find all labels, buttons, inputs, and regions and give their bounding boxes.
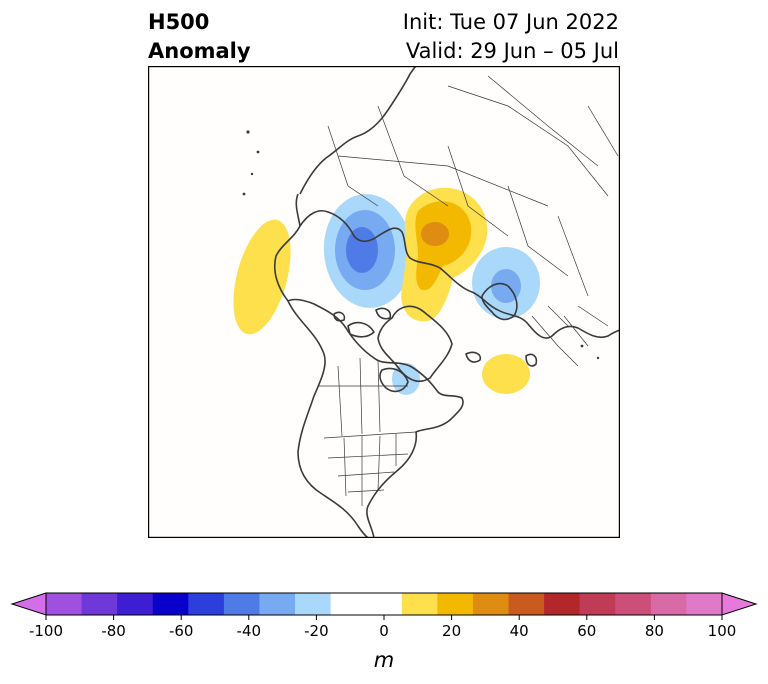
colorbar-cell [223, 593, 260, 615]
negative-anomaly-europe-core [491, 269, 521, 303]
colorbar-cell [152, 593, 189, 615]
arctic-islands [333, 307, 392, 338]
colorbar-cell [188, 593, 225, 615]
colorbar-cell [686, 593, 723, 615]
europe-borders [531, 305, 609, 367]
coastlines [273, 66, 620, 538]
colorbar-unit-label: m [374, 648, 394, 672]
eurasia-coast [299, 210, 620, 339]
positive-anomaly-pacific [233, 219, 291, 335]
uk-coast [525, 353, 538, 367]
canada-province-lines [318, 357, 408, 437]
canada-us-border [323, 431, 417, 439]
colorbar-cell [366, 593, 403, 615]
colorbar-cell [401, 593, 438, 615]
north-america-coast [287, 298, 464, 538]
colorbar-cell [508, 593, 545, 615]
scandinavia-coast [481, 282, 518, 321]
colorbar-under-arrow [10, 592, 47, 616]
colorbar-over-arrow [721, 592, 758, 616]
colorbar-cell [472, 593, 510, 615]
colorbar-cell [615, 593, 652, 615]
colorbar-tick-label: -100 [29, 622, 63, 640]
colorbar-cell [650, 593, 687, 615]
positive-anomaly-atlantic [482, 354, 530, 394]
russia-borders [327, 105, 589, 297]
colorbar-cell [295, 593, 332, 615]
colorbar-tick-label: -80 [101, 622, 126, 640]
colorbar-cell [259, 593, 296, 615]
colorbar-cell [544, 593, 581, 615]
init-date: Init: Tue 07 Jun 2022 [402, 10, 619, 34]
field-type-label: Anomaly [148, 39, 251, 63]
colorbar-ticks: -100 -80 -60 -40 -20 0 20 40 60 80 100 [29, 615, 736, 640]
colorbar-tick-label: 0 [379, 622, 389, 640]
alaska-coast [273, 193, 301, 302]
positive-anomaly-siberia-core [421, 222, 449, 246]
colorbar-tick-label: -40 [237, 622, 262, 640]
colorbar-tick-label: 20 [442, 622, 461, 640]
date-info: Init: Tue 07 Jun 2022 Valid: 29 Jun – 05… [403, 8, 619, 66]
colorbar: -100 -80 -60 -40 -20 0 20 40 60 80 100 m [10, 592, 758, 672]
colorbar-tick-label: -20 [304, 622, 329, 640]
us-state-lines [327, 434, 409, 506]
polar-map [148, 66, 620, 538]
greenland-coast [377, 305, 453, 383]
political-borders [318, 75, 619, 506]
colorbar-tick-label: 40 [510, 622, 529, 640]
colorbar-cell [117, 593, 154, 615]
variable-label: H500 [148, 10, 210, 34]
valid-date: Valid: 29 Jun – 05 Jul [405, 39, 619, 63]
colorbar-tick-label: 60 [577, 622, 596, 640]
colorbar-cell [579, 593, 616, 615]
hudson-bay-coast [379, 367, 409, 393]
negative-anomaly-arctic-core [346, 227, 378, 273]
map-frame [148, 66, 620, 538]
colorbar-cells [46, 593, 723, 615]
colorbar-cell [81, 593, 118, 615]
colorbar-tick-label: -60 [169, 622, 194, 640]
small-islands [242, 130, 600, 360]
colorbar-cell [437, 593, 474, 615]
east-asia-coast [299, 66, 417, 195]
iceland-coast [465, 351, 482, 363]
anomaly-shading [233, 187, 540, 395]
asia-borders [447, 75, 619, 197]
colorbar-cell [46, 593, 83, 615]
colorbar-cell [330, 593, 367, 615]
colorbar-tick-label: 80 [645, 622, 664, 640]
colorbar-tick-label: 100 [708, 622, 737, 640]
map-title: H500 Anomaly [148, 8, 251, 66]
